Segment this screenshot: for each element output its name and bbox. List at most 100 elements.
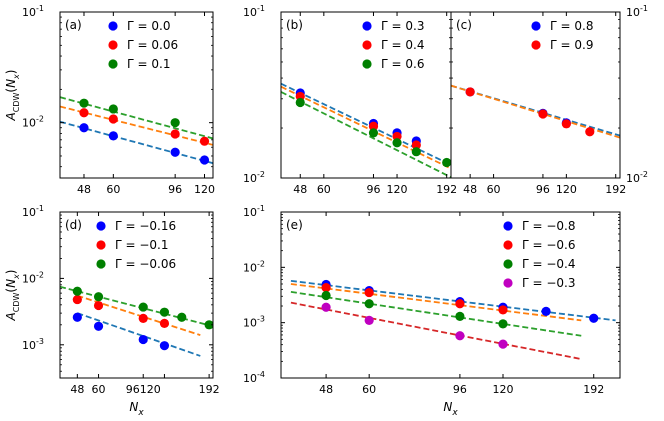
fit-line-1	[281, 82, 451, 166]
legend-marker	[362, 21, 372, 31]
data-point	[455, 299, 465, 309]
legend-marker	[362, 59, 372, 69]
fit-line-3	[281, 91, 451, 178]
legend-marker	[96, 221, 106, 231]
y-axis-label: ACDW(Nx)	[4, 270, 21, 322]
legend-entry: Γ = 0.3	[381, 19, 424, 33]
legend-entry: Γ = −0.3	[522, 276, 576, 290]
x-tick-label: 48	[77, 183, 91, 196]
legend: Γ = 0.8 Γ = 0.9	[531, 19, 593, 52]
x-axis-label: Nx	[129, 400, 144, 418]
legend-entry: Γ = 0.1	[127, 57, 170, 71]
data-point	[455, 311, 465, 321]
legend-marker	[108, 59, 118, 69]
data-point	[79, 123, 89, 133]
y-tick-label: 10-3	[243, 315, 265, 330]
data-point	[170, 118, 180, 128]
data-point	[108, 131, 118, 141]
data-point	[455, 331, 465, 341]
data-point	[321, 302, 331, 312]
data-point	[159, 307, 170, 317]
data-point	[541, 306, 551, 316]
legend-entry: Γ = −0.1	[115, 238, 169, 252]
x-tick-label: 48	[70, 383, 84, 396]
panel-label: (c)	[456, 18, 472, 32]
legend-entry: Γ = 0.6	[381, 57, 424, 71]
y-tick-label: 10-3	[22, 337, 44, 352]
x-tick-label: 96	[366, 183, 380, 196]
legend-entry: Γ = 0.9	[550, 38, 593, 52]
data-point	[321, 290, 331, 301]
y-tick-label: 10-1	[22, 4, 44, 19]
legend: Γ = 0.0 Γ = 0.06 Γ = 0.1	[108, 19, 178, 71]
data-point	[442, 157, 451, 168]
data-point	[108, 104, 118, 114]
data-point	[561, 119, 571, 129]
legend-marker	[531, 21, 541, 31]
y-axis-label: ACDW(Nx)	[4, 70, 21, 122]
plot-area	[60, 96, 213, 165]
data-point	[108, 114, 118, 124]
data-point	[368, 128, 379, 138]
data-point	[93, 292, 104, 302]
legend-entry: Γ = −0.6	[522, 238, 576, 252]
fit-line-2	[281, 85, 451, 170]
data-point	[364, 315, 374, 325]
panel-label: (e)	[286, 218, 303, 232]
y-tick-label: 10-2	[243, 259, 265, 274]
data-point	[465, 87, 475, 97]
data-point	[138, 313, 148, 323]
panel-label: (a)	[65, 18, 82, 32]
legend-marker	[108, 40, 118, 50]
data-point	[295, 97, 305, 108]
legend-entry: Γ = −0.4	[522, 257, 576, 271]
x-tick-label: 192	[605, 183, 626, 196]
data-point	[138, 302, 148, 312]
axes-frame	[59, 211, 214, 379]
data-point	[72, 286, 82, 296]
y-tick-label: 10-1	[243, 4, 265, 19]
fit-line-2	[451, 84, 620, 139]
x-tick-label: 60	[362, 383, 376, 396]
data-point	[72, 294, 82, 305]
legend-marker	[362, 40, 372, 50]
data-point	[93, 321, 104, 331]
x-axis-label: Nx	[443, 400, 458, 418]
legend: Γ = −0.16 Γ = −0.1 Γ = −0.06	[96, 219, 176, 271]
plot-area	[451, 84, 620, 139]
fit-line-1	[290, 279, 616, 322]
axes-frame	[59, 11, 214, 179]
ylabel-bottom: ACDW(Nx)	[4, 270, 21, 322]
data-point	[170, 147, 180, 157]
data-point	[498, 305, 508, 315]
data-point	[159, 341, 170, 351]
x-tick-label: 120	[194, 183, 215, 196]
fit-line-2	[290, 283, 582, 322]
x-tick-label: 96	[168, 183, 182, 196]
x-tick-label: 60	[487, 183, 501, 196]
panel-label: (b)	[286, 18, 303, 32]
plot-area	[60, 285, 213, 357]
plot-area	[290, 279, 616, 360]
y-tick-label: 10-2	[22, 270, 44, 285]
data-point	[159, 318, 170, 329]
panel-c: 48 60 96 120 192 10-1 10-2 (c) Γ = 0.8 Γ = 0.9	[450, 4, 648, 196]
data-point	[392, 131, 402, 142]
y-tick-label: 10-2	[22, 115, 44, 130]
legend-marker	[96, 259, 106, 269]
data-point	[368, 121, 379, 131]
legend-marker	[96, 240, 106, 250]
y-tick-label: 10-1	[626, 4, 648, 19]
plot-area	[281, 82, 451, 178]
x-tick-label: 192	[436, 183, 457, 196]
x-tick-label: 96	[536, 183, 550, 196]
legend-entry: Γ = 0.8	[550, 19, 593, 33]
x-tick-label: 48	[463, 183, 477, 196]
legend-entry: Γ = 0.4	[381, 38, 424, 52]
y-tick-label: 10-1	[22, 204, 44, 219]
x-tick-label: 96120	[126, 383, 161, 396]
x-tick-label: 48	[319, 383, 333, 396]
